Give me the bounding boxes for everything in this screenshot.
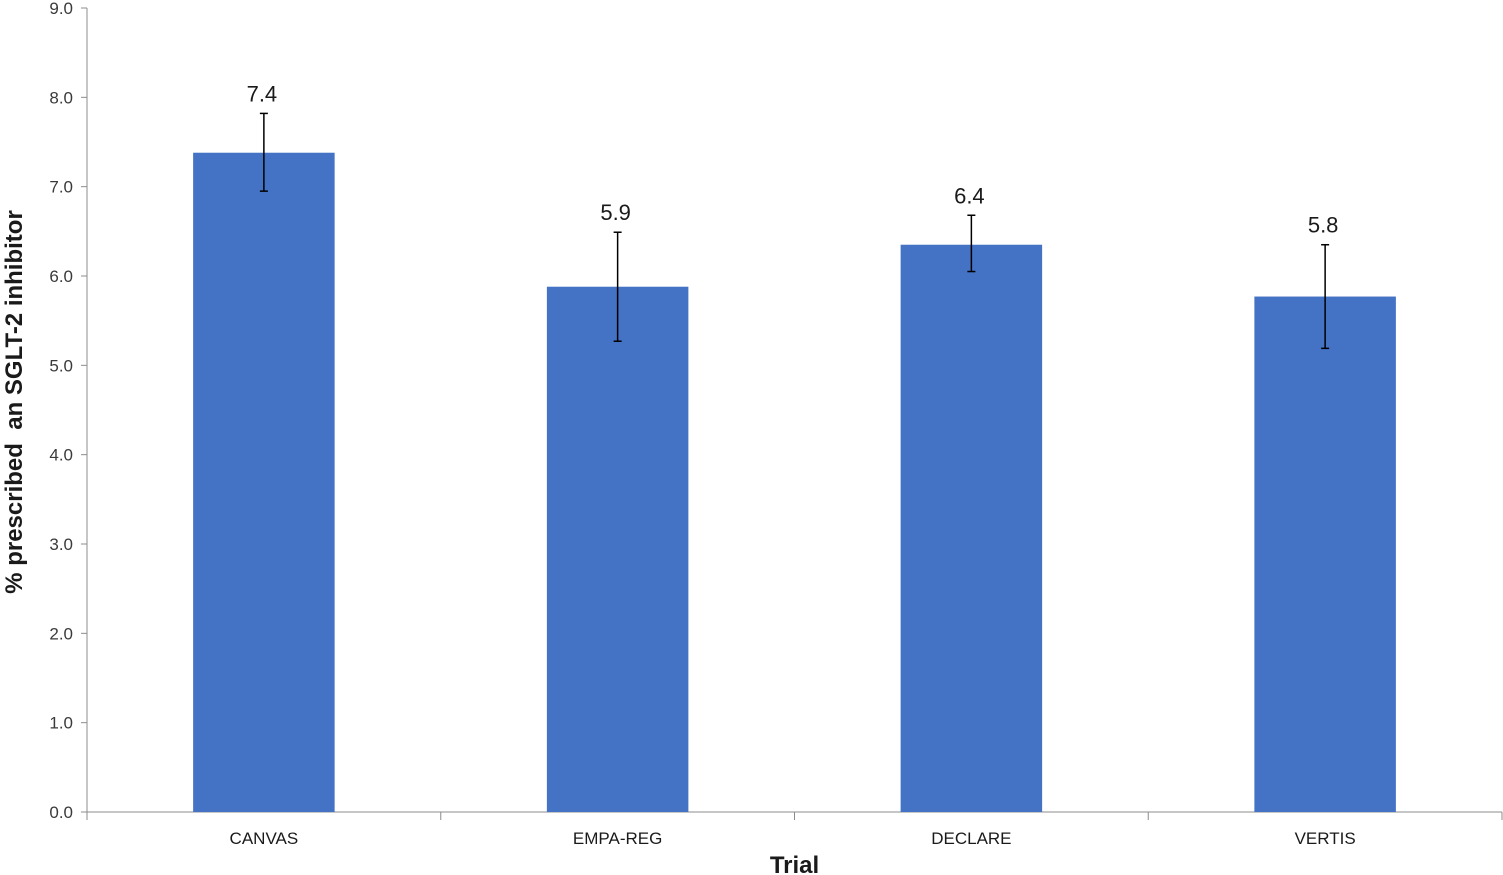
data-label-declare: 6.4 bbox=[954, 183, 985, 208]
category-label-declare: DECLARE bbox=[931, 829, 1011, 848]
y-tick-label: 9.0 bbox=[49, 0, 73, 18]
bars bbox=[193, 152, 1396, 813]
data-labels: 7.4 5.9 6.4 5.8 bbox=[247, 81, 1339, 237]
category-labels: CANVAS EMPA-REG DECLARE VERTIS bbox=[230, 829, 1356, 848]
error-bar-vertis bbox=[1321, 243, 1330, 350]
y-tick-label: 8.0 bbox=[49, 88, 73, 107]
category-label-canvas: CANVAS bbox=[230, 829, 299, 848]
error-bars bbox=[259, 112, 1330, 350]
category-label-empa-reg: EMPA-REG bbox=[573, 829, 662, 848]
bar-canvas bbox=[193, 152, 335, 813]
y-tick-label: 0.0 bbox=[49, 803, 73, 822]
y-tick-label: 3.0 bbox=[49, 535, 73, 554]
error-bar-empa-reg bbox=[613, 231, 622, 342]
y-tick-label: 6.0 bbox=[49, 267, 73, 286]
y-ticks: 0.0 1.0 2.0 3.0 4.0 5.0 6.0 7.0 8.0 9.0 bbox=[49, 0, 87, 822]
y-tick-label: 1.0 bbox=[49, 714, 73, 733]
data-label-vertis: 5.8 bbox=[1308, 213, 1339, 238]
y-tick-label: 7.0 bbox=[49, 178, 73, 197]
y-tick-label: 5.0 bbox=[49, 356, 73, 375]
error-bar-declare bbox=[967, 214, 976, 273]
error-bar-canvas bbox=[259, 112, 268, 192]
data-label-empa-reg: 5.9 bbox=[600, 200, 631, 225]
category-label-vertis: VERTIS bbox=[1295, 829, 1356, 848]
y-axis-title: % prescribed an SGLT-2 inhibitor bbox=[1, 210, 28, 594]
bar-empa-reg bbox=[546, 286, 689, 813]
bar-vertis bbox=[1254, 296, 1396, 813]
y-tick-label: 2.0 bbox=[49, 624, 73, 643]
x-axis-title: Trial bbox=[770, 852, 819, 875]
data-label-canvas: 7.4 bbox=[247, 81, 278, 106]
bar-declare bbox=[900, 244, 1043, 812]
y-tick-label: 4.0 bbox=[49, 446, 73, 465]
x-ticks bbox=[86, 812, 1503, 820]
